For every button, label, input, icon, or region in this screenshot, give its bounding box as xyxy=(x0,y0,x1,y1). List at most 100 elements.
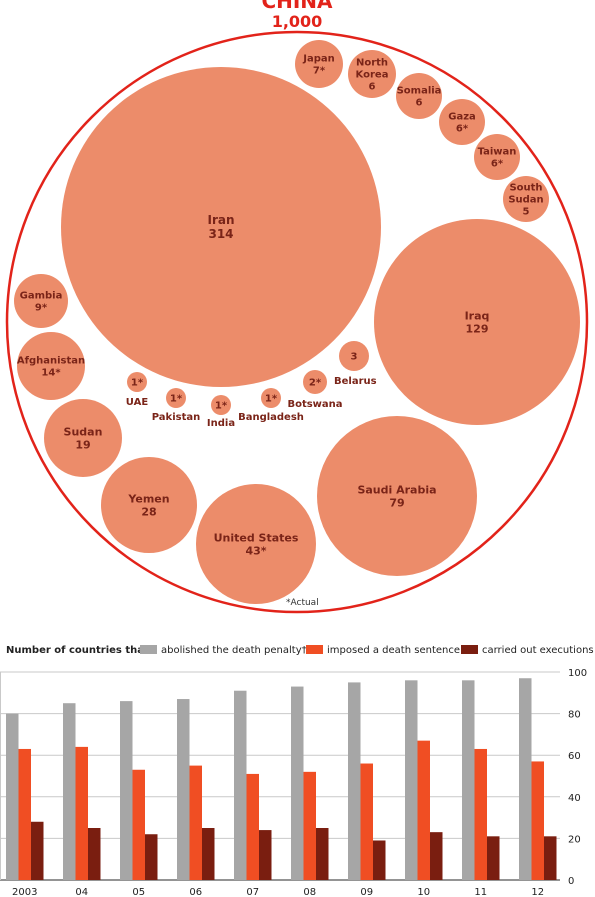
bubble-value-pakistan: 1* xyxy=(170,394,183,405)
bubble-name-taiwan: Taiwan xyxy=(478,147,517,158)
bubble-name-iran: Iran xyxy=(207,213,234,227)
bubble-name-pakistan: Pakistan xyxy=(152,412,201,423)
bar-abolished-the-death-penalty--05 xyxy=(120,701,133,880)
bubble-name-india: India xyxy=(207,418,235,429)
bar-abolished-the-death-penalty--12 xyxy=(519,678,532,880)
bubble-value-bangladesh: 1* xyxy=(265,394,278,405)
bar-imposed-a-death-sentence-06 xyxy=(189,765,202,880)
legend-prefix: Number of countries that: xyxy=(6,645,153,656)
bubble-circle-gambia xyxy=(14,274,68,328)
bubble-value-yemen: 28 xyxy=(141,505,156,518)
bar-carried-out-executions-10 xyxy=(430,832,443,880)
bar-carried-out-executions-04 xyxy=(88,828,101,880)
bubble-name-iraq: Iraq xyxy=(465,309,490,322)
bubble-name-south-sudan: South Sudan xyxy=(508,183,543,206)
bubble-name-gaza: Gaza xyxy=(448,112,476,123)
china-outer-ring xyxy=(5,30,589,614)
x-tick-label: 08 xyxy=(303,887,316,897)
bubble-circle-north-korea xyxy=(348,50,396,98)
bubble-circle-yemen xyxy=(101,457,197,553)
bubble-name-belarus: Belarus xyxy=(334,376,377,387)
bubble-value-botswana: 2* xyxy=(309,378,322,389)
bubble-value-japan: 7* xyxy=(313,66,326,77)
bar-abolished-the-death-penalty--07 xyxy=(234,690,247,880)
bubble-value-iran: 314 xyxy=(208,227,233,241)
footnote: *Actual xyxy=(286,598,319,608)
bar-carried-out-executions-08 xyxy=(316,828,329,880)
legend-executions: carried out executions xyxy=(482,645,594,656)
bubble-name-japan: Japan xyxy=(302,54,335,65)
bar-carried-out-executions-12 xyxy=(544,836,557,880)
legend-swatch-executions xyxy=(461,645,478,654)
bar-abolished-the-death-penalty--2003 xyxy=(6,713,19,880)
bubble-circle-somalia xyxy=(396,73,442,119)
china-title: CHINA xyxy=(261,0,333,13)
bar-abolished-the-death-penalty--11 xyxy=(462,680,475,880)
x-tick-label: 04 xyxy=(75,887,88,897)
bubble-value-gaza: 6* xyxy=(456,124,469,135)
bar-abolished-the-death-penalty--10 xyxy=(405,680,418,880)
bubble-circle-iran xyxy=(61,67,381,387)
bar-carried-out-executions-2003 xyxy=(31,821,44,880)
bubble-circle-belarus xyxy=(339,341,369,371)
bar-imposed-a-death-sentence-10 xyxy=(417,740,430,880)
bubble-circle-japan xyxy=(295,40,343,88)
bubble-value-gambia: 9* xyxy=(35,303,48,314)
bubble-name-united-states: United States xyxy=(214,531,299,544)
legend-abolished: abolished the death penalty† xyxy=(161,645,307,656)
bar-carried-out-executions-11 xyxy=(487,836,500,880)
bar-carried-out-executions-06 xyxy=(202,828,215,880)
y-tick-label: 40 xyxy=(568,793,581,804)
bubble-value-afghanistan: 14* xyxy=(41,368,61,379)
bubble-belarus: 3 Belarus xyxy=(334,341,377,387)
bubble-circle-taiwan xyxy=(474,134,520,180)
bubble-name-afghanistan: Afghanistan xyxy=(17,356,85,367)
bubble-circle-bangladesh xyxy=(261,388,281,408)
bubble-value-somalia: 6 xyxy=(416,98,423,109)
x-tick-label: 09 xyxy=(360,887,373,897)
bubble-pakistan: 1* Pakistan xyxy=(152,388,201,423)
bar-abolished-the-death-penalty--08 xyxy=(291,686,304,880)
bubble-value-belarus: 3 xyxy=(351,352,358,363)
chart-legend: Number of countries that: abolished the … xyxy=(6,645,594,656)
y-tick-label: 20 xyxy=(568,834,581,845)
bar-imposed-a-death-sentence-11 xyxy=(474,748,487,880)
bubble-name-north-korea: North Korea xyxy=(356,58,389,81)
bubble-uae: 1* UAE xyxy=(126,372,149,408)
bubble-circle-afghanistan xyxy=(17,332,85,400)
x-tick-label: 11 xyxy=(474,887,487,897)
bubble-india: 1* India xyxy=(207,395,235,429)
bubble-botswana: 2* Botswana xyxy=(287,370,343,410)
bubble-circle-iraq xyxy=(374,219,580,425)
bubble-value-north-korea: 6 xyxy=(369,82,376,93)
x-tick-label: 05 xyxy=(132,887,145,897)
bubble-bangladesh: 1* Bangladesh xyxy=(238,388,304,423)
bubble-circle-united-states xyxy=(196,484,316,604)
bubble-name-saudi-arabia: Saudi Arabia xyxy=(357,483,436,496)
y-tick-label: 80 xyxy=(568,710,581,721)
bubble-value-sudan: 19 xyxy=(75,438,90,451)
bubble-value-south-sudan: 5 xyxy=(523,207,530,218)
bubble-circle-sudan xyxy=(44,399,122,477)
bar-imposed-a-death-sentence-2003 xyxy=(18,748,31,880)
bubble-name-uae: UAE xyxy=(126,397,149,408)
bar-abolished-the-death-penalty--06 xyxy=(177,699,190,880)
y-tick-label: 60 xyxy=(568,751,581,762)
bubble-value-saudi-arabia: 79 xyxy=(389,496,404,509)
bar-carried-out-executions-07 xyxy=(259,830,272,880)
bubble-name-bangladesh: Bangladesh xyxy=(238,412,304,423)
bars xyxy=(6,678,557,880)
bar-abolished-the-death-penalty--09 xyxy=(348,682,361,880)
x-tick-label: 06 xyxy=(189,887,202,897)
bubble-value-uae: 1* xyxy=(131,378,144,389)
